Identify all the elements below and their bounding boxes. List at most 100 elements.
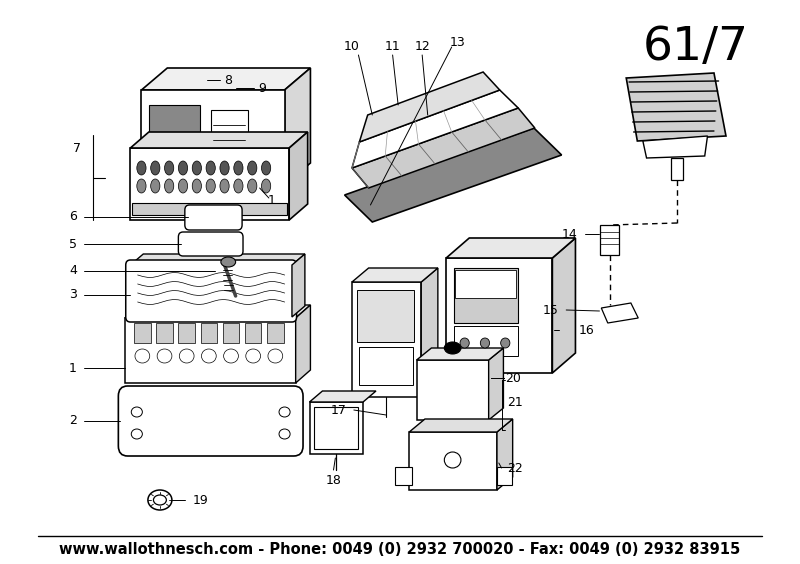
Ellipse shape	[202, 349, 216, 363]
Polygon shape	[359, 72, 500, 142]
Polygon shape	[422, 268, 438, 397]
Ellipse shape	[248, 161, 257, 175]
Ellipse shape	[279, 407, 290, 417]
Polygon shape	[130, 132, 308, 148]
Polygon shape	[643, 136, 707, 158]
Ellipse shape	[157, 349, 172, 363]
Bar	[670, 158, 683, 180]
FancyBboxPatch shape	[126, 260, 297, 322]
Text: 8: 8	[224, 73, 232, 86]
Ellipse shape	[137, 161, 146, 175]
Ellipse shape	[220, 161, 229, 175]
Polygon shape	[602, 303, 638, 323]
Ellipse shape	[460, 338, 470, 348]
Ellipse shape	[220, 179, 229, 193]
Ellipse shape	[279, 429, 290, 439]
Ellipse shape	[501, 338, 510, 348]
Ellipse shape	[148, 490, 172, 510]
Polygon shape	[289, 132, 308, 220]
Ellipse shape	[131, 407, 142, 417]
FancyBboxPatch shape	[178, 232, 243, 256]
Polygon shape	[410, 419, 513, 432]
Bar	[395, 467, 412, 485]
Text: 19: 19	[192, 494, 208, 506]
Bar	[357, 290, 414, 342]
Ellipse shape	[234, 161, 243, 175]
Polygon shape	[130, 148, 289, 220]
Ellipse shape	[444, 342, 461, 354]
Text: 22: 22	[507, 461, 523, 474]
Ellipse shape	[234, 179, 243, 193]
Text: 2: 2	[69, 415, 77, 428]
Bar	[455, 270, 516, 298]
Ellipse shape	[262, 179, 270, 193]
Ellipse shape	[154, 495, 166, 505]
Bar	[600, 225, 619, 255]
Polygon shape	[310, 391, 376, 402]
Ellipse shape	[206, 179, 215, 193]
Bar	[245, 323, 262, 343]
FancyBboxPatch shape	[185, 205, 242, 230]
Text: 1: 1	[268, 195, 275, 208]
Ellipse shape	[178, 161, 188, 175]
Bar	[134, 323, 150, 343]
Text: 7: 7	[74, 142, 82, 155]
Bar	[310, 402, 363, 454]
Ellipse shape	[137, 179, 146, 193]
Polygon shape	[410, 432, 497, 490]
Polygon shape	[130, 254, 305, 265]
Polygon shape	[125, 318, 296, 383]
Bar	[132, 203, 287, 215]
Text: 15: 15	[543, 303, 559, 316]
Bar	[267, 323, 284, 343]
Text: 17: 17	[330, 403, 346, 416]
Text: 14: 14	[562, 227, 578, 240]
Ellipse shape	[165, 161, 174, 175]
Bar	[497, 467, 512, 485]
Text: 4: 4	[69, 265, 77, 277]
Bar	[222, 323, 239, 343]
Polygon shape	[352, 268, 438, 282]
Text: 10: 10	[344, 41, 360, 54]
Ellipse shape	[150, 179, 160, 193]
Polygon shape	[125, 305, 310, 318]
Polygon shape	[417, 348, 503, 360]
Ellipse shape	[150, 161, 160, 175]
Text: 16: 16	[579, 324, 595, 337]
Ellipse shape	[268, 349, 282, 363]
Bar	[314, 407, 358, 449]
Ellipse shape	[131, 429, 142, 439]
Text: 11: 11	[385, 41, 401, 54]
Polygon shape	[417, 360, 489, 420]
Ellipse shape	[248, 179, 257, 193]
Text: 18: 18	[326, 474, 342, 487]
Text: 13: 13	[450, 36, 465, 49]
Text: 3: 3	[69, 289, 77, 302]
Polygon shape	[626, 73, 726, 141]
Bar	[359, 347, 413, 385]
Polygon shape	[345, 128, 562, 222]
Bar	[156, 323, 173, 343]
Polygon shape	[446, 258, 552, 373]
Ellipse shape	[444, 452, 461, 468]
Bar	[178, 323, 195, 343]
Polygon shape	[352, 90, 518, 168]
Bar	[454, 268, 518, 323]
Ellipse shape	[165, 179, 174, 193]
Ellipse shape	[135, 349, 150, 363]
Polygon shape	[446, 238, 575, 258]
Text: 9: 9	[258, 82, 266, 95]
Polygon shape	[352, 108, 535, 188]
Ellipse shape	[192, 161, 202, 175]
Text: 1: 1	[69, 362, 77, 374]
Polygon shape	[292, 254, 305, 317]
Text: 5: 5	[69, 237, 77, 250]
Ellipse shape	[221, 257, 236, 267]
Ellipse shape	[480, 338, 490, 348]
Text: 12: 12	[414, 41, 430, 54]
Text: 21: 21	[507, 395, 523, 408]
Polygon shape	[285, 68, 310, 185]
Text: 61/7: 61/7	[642, 25, 749, 70]
Ellipse shape	[206, 161, 215, 175]
Text: 6: 6	[69, 210, 77, 223]
